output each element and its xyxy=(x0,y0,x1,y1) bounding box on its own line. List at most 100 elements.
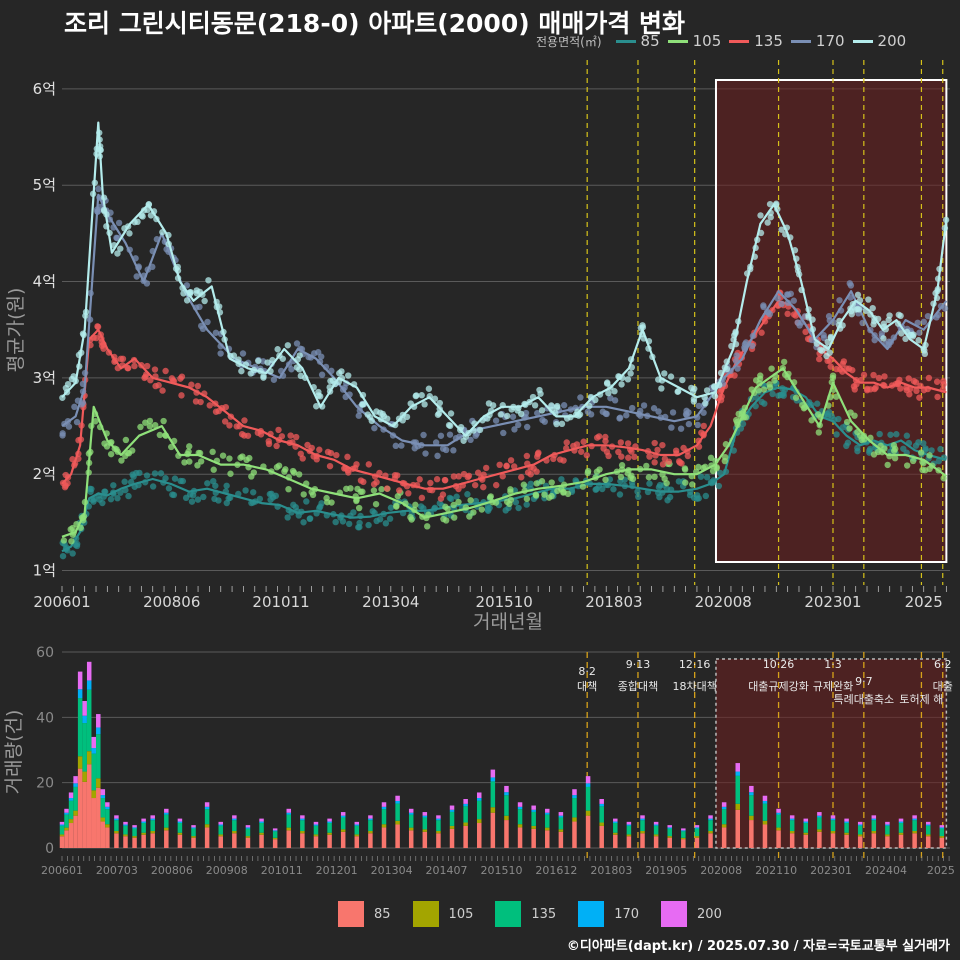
bar-segment-200 xyxy=(803,818,809,822)
data-point xyxy=(733,416,740,424)
data-point xyxy=(441,476,449,484)
bar-stack xyxy=(91,736,96,848)
data-point xyxy=(829,372,837,379)
bar-stack xyxy=(232,815,237,848)
bar-segment-105 xyxy=(898,832,904,835)
bar-segment-105 xyxy=(77,756,83,769)
bar-segment-200 xyxy=(517,802,523,807)
bar-segment-105 xyxy=(73,810,78,816)
data-point xyxy=(777,391,784,399)
x-tick-label: 201612 xyxy=(535,864,577,877)
bar-segment-85 xyxy=(463,825,468,848)
bar-segment-135 xyxy=(599,806,604,823)
data-point xyxy=(371,424,378,432)
data-point xyxy=(215,407,222,415)
data-point xyxy=(663,485,671,492)
data-point xyxy=(373,478,380,486)
bar-segment-135 xyxy=(313,825,319,835)
bar-segment-135 xyxy=(735,775,741,804)
legend-label: 85 xyxy=(640,32,660,50)
bar-segment-85 xyxy=(558,831,564,848)
bar-stack xyxy=(517,802,523,848)
data-point xyxy=(769,390,776,398)
bar-segment-105 xyxy=(150,831,155,834)
bar-segment-105 xyxy=(912,831,917,834)
data-point xyxy=(125,450,133,457)
bar-segment-135 xyxy=(749,795,754,816)
bar-stack xyxy=(204,802,210,848)
data-point xyxy=(210,477,217,485)
data-point xyxy=(595,433,603,440)
bar-segment-105 xyxy=(218,834,223,837)
data-point xyxy=(248,473,255,480)
data-point xyxy=(316,446,323,453)
bar-segment-170 xyxy=(59,824,65,826)
bar-segment-105 xyxy=(504,815,509,821)
data-point xyxy=(143,472,151,479)
data-point xyxy=(496,461,503,469)
data-point xyxy=(541,418,548,425)
data-point xyxy=(211,495,218,503)
bar-segment-135 xyxy=(77,698,83,757)
bar-stack xyxy=(640,815,645,848)
data-point xyxy=(162,475,169,482)
bar-segment-105 xyxy=(803,832,809,835)
data-point xyxy=(356,523,363,531)
bar-segment-200 xyxy=(545,808,550,813)
data-point xyxy=(238,367,245,375)
data-point xyxy=(665,458,673,465)
bar-segment-170 xyxy=(368,818,373,821)
x-tick-label: 202404 xyxy=(865,864,907,877)
bar-stack xyxy=(531,805,536,848)
bar-segment-170 xyxy=(939,827,945,829)
data-point xyxy=(160,417,167,425)
bar-segment-135 xyxy=(436,820,441,832)
series-line xyxy=(61,367,948,538)
data-point xyxy=(450,501,457,509)
bar-stack xyxy=(177,818,183,848)
data-point xyxy=(455,485,462,493)
legend-item-200: 200 xyxy=(852,32,906,50)
data-point xyxy=(645,474,653,481)
data-point xyxy=(558,476,565,483)
data-point xyxy=(366,413,374,421)
bar-segment-135 xyxy=(286,814,292,828)
data-point xyxy=(412,501,419,509)
data-point xyxy=(422,450,429,457)
bar-stack xyxy=(857,821,863,848)
data-point xyxy=(940,475,947,482)
data-point xyxy=(826,357,833,364)
bar-segment-105 xyxy=(939,836,945,838)
data-point xyxy=(124,364,131,372)
data-point xyxy=(383,485,391,492)
bar-segment-85 xyxy=(259,834,264,848)
x-tick-label: 201510 xyxy=(476,593,533,611)
data-point xyxy=(816,355,823,363)
bar-stack xyxy=(749,785,754,848)
bar-stack xyxy=(100,789,106,848)
data-point xyxy=(219,452,227,459)
data-point xyxy=(90,498,97,505)
bar-segment-85 xyxy=(585,815,591,848)
bar-segment-200 xyxy=(368,815,373,819)
data-point xyxy=(920,318,928,326)
bar-segment-105 xyxy=(123,834,128,837)
bar-segment-200 xyxy=(925,821,931,825)
data-point xyxy=(757,372,764,379)
bar-segment-105 xyxy=(925,834,931,837)
data-point xyxy=(119,355,127,363)
data-point xyxy=(279,355,286,362)
bar-segment-200 xyxy=(885,821,890,825)
data-point xyxy=(924,312,932,320)
data-point xyxy=(768,365,775,372)
data-point xyxy=(864,385,871,393)
data-point xyxy=(339,518,347,525)
data-point xyxy=(64,380,72,388)
bar-stack xyxy=(558,812,564,848)
bar-segment-170 xyxy=(776,812,781,815)
bar-segment-200 xyxy=(762,795,768,801)
bar-segment-135 xyxy=(463,806,468,823)
legend-label: 170 xyxy=(815,32,845,50)
data-point xyxy=(851,412,858,419)
bar-stack xyxy=(436,815,441,848)
